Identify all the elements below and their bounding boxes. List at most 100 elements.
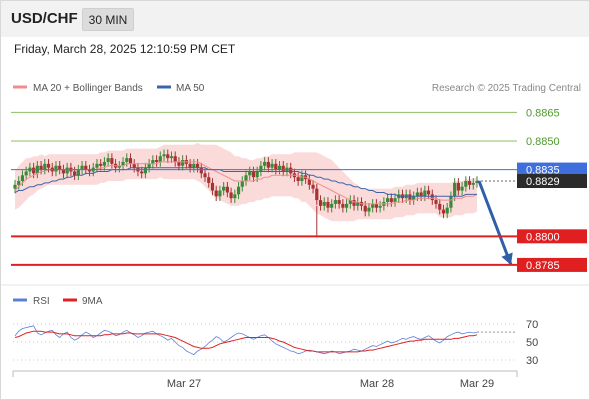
candle-body <box>356 201 360 206</box>
candle-body <box>233 194 237 199</box>
timestamp: Friday, March 28, 2025 12:10:59 PM CET <box>14 42 236 56</box>
candle-body <box>471 182 475 185</box>
level-tag-0.8785 <box>517 257 587 272</box>
candle-body <box>151 160 155 164</box>
candle-body <box>281 165 285 172</box>
candle-body <box>389 198 393 202</box>
candle-body <box>87 169 92 172</box>
x-tick-label-0: Mar 27 <box>167 378 201 390</box>
candle-body <box>367 207 371 212</box>
candle-body <box>240 181 244 187</box>
candle-body <box>147 163 151 168</box>
level-tag-0.8829 <box>517 174 587 189</box>
ma9-legend-label: 9MA <box>82 296 103 307</box>
candle-body <box>140 171 144 174</box>
ma50-line <box>14 167 477 197</box>
header-bar: USD/CHF 30 MIN <box>1 1 589 37</box>
candle-body <box>393 198 397 202</box>
candle-body <box>61 169 66 174</box>
candle-body <box>225 186 229 193</box>
candle-body <box>158 156 162 162</box>
candle-body <box>229 192 233 199</box>
candle-body <box>251 171 256 178</box>
candle-body <box>58 165 62 170</box>
candle-body <box>76 169 80 176</box>
candle-body <box>438 203 442 210</box>
candle-body <box>408 194 412 201</box>
candle-body <box>39 165 43 170</box>
x-tick-label-1: Mar 28 <box>360 378 394 390</box>
candle-body <box>374 203 379 208</box>
candle-body <box>277 165 282 170</box>
candle-body <box>110 158 114 164</box>
x-axis-ticks: Mar 27 Mar 28 Mar 29 <box>12 371 518 390</box>
candle-body <box>188 163 192 168</box>
candle-body <box>274 163 278 170</box>
candle-body <box>330 203 334 208</box>
candle-body <box>352 200 356 206</box>
candle-body <box>121 161 125 166</box>
candle-body <box>430 194 434 201</box>
candle-body <box>210 182 215 191</box>
level-tag-0.8835 <box>517 162 587 177</box>
candle-body <box>322 201 326 206</box>
candle-body <box>248 171 252 176</box>
level-label-0.8850: 0.8850 <box>526 136 560 148</box>
candle-body <box>326 201 330 208</box>
candle-body <box>24 171 28 176</box>
candle-body <box>378 205 382 208</box>
rsi-ma9-line <box>14 330 478 353</box>
candle-body <box>128 158 133 164</box>
ma50-legend-label: MA 50 <box>176 83 205 94</box>
candle-body <box>289 167 293 174</box>
credit-text: Research © 2025 Trading Central <box>432 83 581 94</box>
candle-body <box>415 192 419 197</box>
rsi-legend-label: RSI <box>33 296 50 307</box>
candle-body <box>434 200 438 204</box>
candle-body <box>102 161 107 166</box>
candle-body <box>13 184 17 189</box>
candle-body <box>195 163 200 168</box>
candle-body <box>177 161 181 166</box>
candle-body <box>348 200 352 204</box>
candle-body <box>106 158 110 162</box>
symbol-title: USD/CHF <box>11 10 78 27</box>
candle-body <box>441 209 446 214</box>
candle-body <box>166 154 170 159</box>
price-plot <box>13 142 513 266</box>
candle-body <box>464 181 468 187</box>
candle-body <box>95 163 99 168</box>
candle-body <box>475 181 479 183</box>
level-tag-0.8800 <box>517 229 587 244</box>
candle-body <box>173 156 177 162</box>
candle-body <box>426 190 431 195</box>
candle-body <box>125 158 129 162</box>
candle-body <box>117 165 121 168</box>
candle-body <box>218 190 222 197</box>
candle-body <box>214 190 218 197</box>
candle-body <box>65 167 69 174</box>
candle-body <box>371 203 375 208</box>
candle-body <box>181 160 185 166</box>
candle-body <box>80 165 84 170</box>
candle-body <box>54 165 58 172</box>
candle-body <box>333 200 338 204</box>
level-label-0.8829: 0.8829 <box>526 176 560 188</box>
candle-body <box>236 186 241 195</box>
candle-body <box>423 190 427 197</box>
candle-body <box>132 163 136 168</box>
candle-body <box>244 175 248 182</box>
candle-body <box>318 200 323 206</box>
candle-body <box>32 167 36 174</box>
level-label-0.8865: 0.8865 <box>526 107 560 119</box>
candle-body <box>460 186 464 191</box>
candle-body <box>337 200 341 204</box>
x-tick-label-2: Mar 29 <box>460 378 494 390</box>
candle-body <box>344 203 349 208</box>
candle-body <box>207 177 211 183</box>
timeframe-button[interactable]: 30 MIN <box>82 8 134 31</box>
candle-body <box>296 177 300 182</box>
candle-body <box>46 163 51 168</box>
